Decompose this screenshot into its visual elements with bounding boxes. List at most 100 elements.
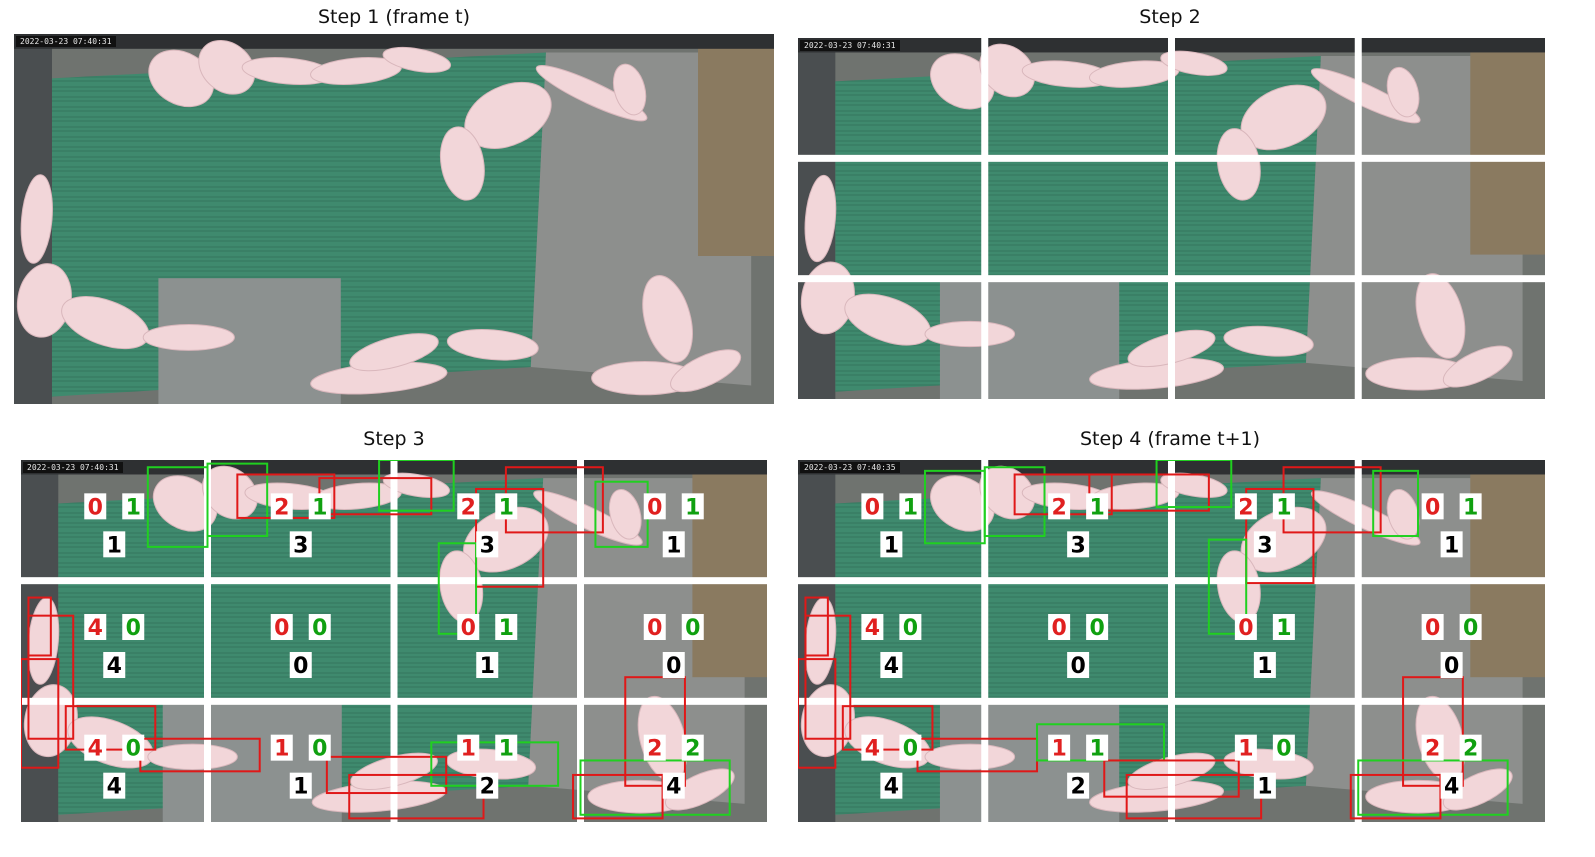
tile-total-count: 1 — [662, 531, 685, 558]
tile-exit-count: 4 — [861, 734, 884, 762]
svg-text:0: 0 — [903, 737, 918, 762]
svg-text:2: 2 — [647, 737, 662, 762]
tile-exit-count: 4 — [861, 614, 884, 641]
exit-bounding-box — [475, 487, 545, 588]
tile-total-count: 1 — [880, 531, 903, 558]
tile-exit-count: 0 — [1421, 493, 1444, 520]
tile-total-count: 2 — [476, 772, 499, 800]
svg-text:4: 4 — [107, 775, 122, 800]
tile-enter-count: 1 — [1459, 493, 1482, 520]
svg-text:0: 0 — [1276, 737, 1291, 762]
tile-total-count: 4 — [103, 652, 126, 679]
exit-bounding-box — [841, 705, 934, 751]
svg-text:1: 1 — [274, 737, 289, 762]
svg-text:4: 4 — [884, 654, 899, 679]
tile-exit-count: 2 — [1234, 493, 1257, 520]
tile-enter-count: 1 — [1086, 493, 1109, 520]
svg-text:1: 1 — [1257, 654, 1272, 679]
tile-total-count: 3 — [1253, 531, 1276, 558]
svg-text:1: 1 — [1444, 533, 1459, 558]
svg-text:1: 1 — [685, 495, 700, 520]
svg-text:0: 0 — [312, 616, 327, 641]
tile-enter-count: 0 — [308, 734, 331, 762]
svg-text:1: 1 — [1276, 495, 1291, 520]
tile-enter-count: 2 — [681, 734, 704, 762]
svg-text:0: 0 — [126, 737, 141, 762]
tile-enter-count: 0 — [899, 734, 922, 762]
svg-text:1: 1 — [1257, 775, 1272, 800]
tile-exit-count: 0 — [643, 614, 666, 641]
svg-text:2: 2 — [1238, 495, 1253, 520]
tile-enter-count: 1 — [495, 614, 518, 641]
tile-enter-count: 1 — [122, 493, 145, 520]
tile-enter-count: 1 — [1272, 493, 1295, 520]
exit-bounding-box — [1088, 473, 1210, 512]
step2-tiled-frame: 2022-03-23 07:40:31 — [798, 38, 1545, 399]
tile-enter-count: 1 — [1086, 734, 1109, 762]
svg-text:1: 1 — [126, 495, 141, 520]
svg-text:1: 1 — [293, 775, 308, 800]
tile-total-count: 3 — [476, 531, 499, 558]
tile-exit-count: 0 — [1048, 614, 1071, 641]
svg-text:0: 0 — [1070, 654, 1085, 679]
svg-text:2: 2 — [480, 775, 495, 800]
tile-total-count: 1 — [1253, 652, 1276, 679]
svg-text:3: 3 — [1257, 533, 1272, 558]
svg-text:0: 0 — [685, 616, 700, 641]
svg-text:0: 0 — [126, 616, 141, 641]
svg-text:4: 4 — [884, 775, 899, 800]
svg-text:4: 4 — [88, 616, 103, 641]
svg-text:0: 0 — [1463, 616, 1478, 641]
tile-total-count: 0 — [662, 652, 685, 679]
tile-total-count: 4 — [1440, 772, 1463, 800]
tile-exit-count: 0 — [861, 493, 884, 520]
enter-bounding-box — [1155, 460, 1233, 509]
svg-text:2: 2 — [685, 737, 700, 762]
exit-bounding-box — [804, 614, 852, 740]
tile-total-count: 4 — [880, 652, 903, 679]
tile-exit-count: 0 — [270, 614, 293, 641]
tile-total-count: 1 — [1440, 531, 1463, 558]
tile-enter-count: 1 — [1272, 614, 1295, 641]
exit-bounding-box — [624, 676, 686, 787]
svg-text:1: 1 — [1089, 737, 1104, 762]
svg-text:2: 2 — [274, 495, 289, 520]
svg-text:1: 1 — [1276, 616, 1291, 641]
tile-enter-count: 2 — [1459, 734, 1482, 762]
svg-text:0: 0 — [461, 616, 476, 641]
svg-text:0: 0 — [1238, 616, 1253, 641]
enter-bounding-box — [983, 466, 1046, 538]
svg-text:1: 1 — [312, 495, 327, 520]
svg-text:1: 1 — [499, 616, 514, 641]
tile-exit-count: 4 — [84, 734, 107, 762]
frame-timestamp: 2022-03-23 07:40:35 — [800, 462, 900, 473]
exit-bounding-box — [1349, 773, 1442, 820]
exit-bounding-box — [572, 773, 664, 820]
tile-total-count: 3 — [1067, 531, 1090, 558]
exit-bounding-box — [798, 658, 837, 769]
tile-enter-count: 0 — [122, 614, 145, 641]
svg-text:0: 0 — [312, 737, 327, 762]
svg-text:0: 0 — [903, 616, 918, 641]
tile-enter-count: 0 — [308, 614, 331, 641]
svg-text:0: 0 — [647, 495, 662, 520]
frame-timestamp: 2022-03-23 07:40:31 — [16, 36, 116, 47]
svg-text:0: 0 — [647, 616, 662, 641]
svg-text:0: 0 — [666, 654, 681, 679]
step4-title: Step 4 (frame t+1) — [1079, 428, 1261, 450]
tile-enter-count: 1 — [308, 493, 331, 520]
svg-text:2: 2 — [1051, 495, 1066, 520]
frame-timestamp: 2022-03-23 07:40:31 — [23, 462, 123, 473]
tile-exit-count: 0 — [1234, 614, 1257, 641]
tile-total-count: 3 — [289, 531, 312, 558]
tile-enter-count: 0 — [1459, 614, 1482, 641]
step1-frame-image: 2022-03-23 07:40:31 — [14, 34, 774, 404]
frame-timestamp: 2022-03-23 07:40:31 — [800, 40, 900, 51]
exit-bounding-box — [1402, 676, 1464, 787]
svg-text:1: 1 — [1051, 737, 1066, 762]
tile-enter-count: 0 — [122, 734, 145, 762]
tile-enter-count: 0 — [1272, 734, 1295, 762]
tile-total-count: 1 — [289, 772, 312, 800]
tile-total-count: 4 — [880, 772, 903, 800]
